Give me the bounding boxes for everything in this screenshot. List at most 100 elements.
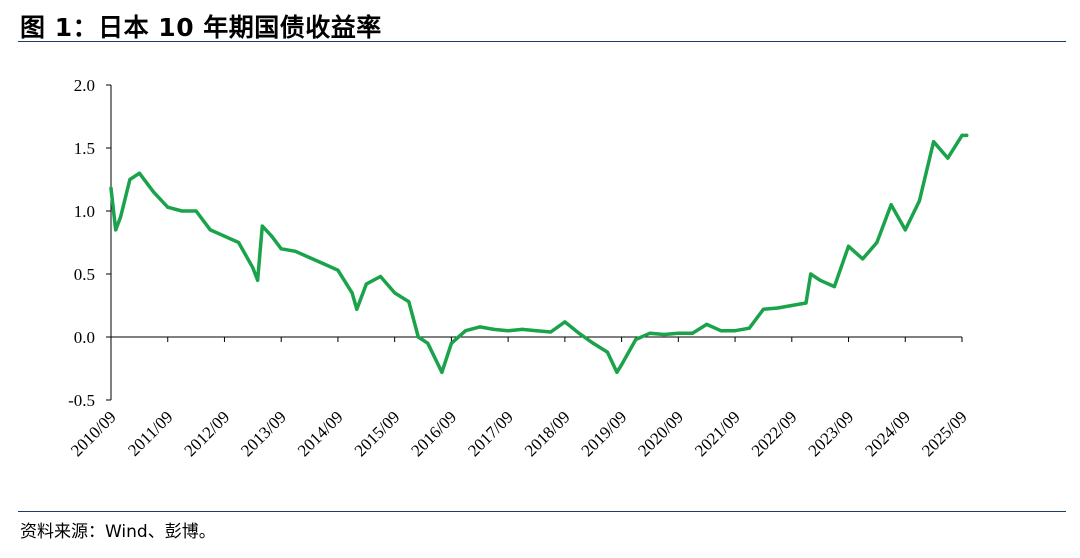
data-point — [776, 306, 780, 310]
x-tick-label: 2018/09 — [521, 407, 574, 460]
data-point — [946, 156, 950, 160]
data-point — [364, 282, 368, 286]
data-point — [114, 228, 118, 232]
title-divider — [18, 41, 1066, 42]
x-tick-label: 2014/09 — [294, 407, 347, 460]
data-point — [620, 363, 624, 367]
data-point — [577, 331, 581, 335]
data-point — [237, 240, 241, 245]
data-point — [705, 322, 709, 326]
x-tick-label: 2025/09 — [918, 407, 971, 460]
data-point — [260, 224, 264, 228]
data-point — [520, 327, 524, 331]
data-point — [506, 329, 510, 333]
x-tick-label: 2021/09 — [691, 407, 744, 460]
y-tick-label: 1.0 — [74, 202, 95, 221]
data-point — [534, 329, 539, 333]
data-point — [549, 330, 553, 334]
x-tick-label: 2023/09 — [805, 407, 858, 460]
data-point — [634, 337, 638, 342]
data-point — [690, 331, 695, 335]
data-point — [478, 325, 482, 329]
x-tick-label: 2011/09 — [124, 407, 176, 459]
data-point — [251, 266, 255, 270]
data-point — [804, 301, 808, 305]
data-point — [761, 307, 766, 311]
y-tick-label: 2.0 — [74, 76, 95, 95]
data-point — [180, 209, 184, 213]
x-tick-label: 2015/09 — [351, 407, 404, 460]
x-axis: 2010/09 2011/09 2012/09 2013/09 2014/09 2015/… — [67, 336, 971, 460]
data-point — [903, 228, 907, 232]
data-point — [407, 300, 411, 304]
data-point — [832, 285, 837, 289]
data-point — [676, 331, 680, 335]
data-point — [875, 240, 879, 245]
data-point — [790, 303, 794, 308]
source-note: 资料来源：Wind、彭博。 — [20, 522, 216, 542]
series-group — [109, 133, 969, 375]
chart-title: 图 1：日本 10 年期国债收益率 — [20, 13, 382, 42]
data-point — [322, 262, 326, 266]
data-point — [350, 291, 354, 295]
x-tick-label: 2013/09 — [237, 407, 290, 460]
data-point — [137, 171, 141, 175]
data-point — [279, 247, 283, 251]
data-point — [563, 320, 567, 324]
y-axis: -0.5 0.0 0.5 1.0 1.5 2.0 — [68, 76, 112, 410]
y-tick-label: 0.5 — [74, 265, 95, 284]
data-point — [118, 215, 123, 219]
data-point — [615, 370, 619, 374]
data-point — [208, 228, 212, 232]
x-tick-label: 2010/09 — [67, 407, 120, 460]
data-point — [846, 244, 851, 248]
data-point — [889, 203, 893, 207]
data-point — [464, 329, 468, 333]
y-tick-label: 1.5 — [74, 139, 95, 158]
data-point — [194, 209, 198, 213]
x-tick-label: 2024/09 — [861, 407, 914, 460]
line-chart: -0.5 0.0 0.5 1.0 1.5 2.0 2010/09 2011/09 2012/0… — [67, 76, 971, 460]
data-point — [308, 256, 312, 260]
data-point — [166, 205, 170, 209]
data-point — [222, 234, 227, 238]
x-tick-label: 2022/09 — [748, 407, 801, 460]
data-point — [426, 341, 430, 345]
series-line — [109, 133, 969, 375]
data-point — [662, 332, 666, 337]
data-point — [648, 331, 652, 335]
data-point — [605, 350, 610, 354]
x-tick-label: 2012/09 — [180, 407, 233, 460]
data-point — [747, 326, 751, 330]
data-point — [591, 341, 595, 345]
x-tick-label: 2020/09 — [634, 407, 687, 460]
data-point — [733, 329, 737, 333]
x-tick-label: 2016/09 — [407, 407, 460, 460]
data-point — [449, 341, 453, 345]
data-point — [393, 291, 397, 295]
data-point — [128, 177, 132, 182]
data-point — [965, 133, 969, 137]
y-tick-label: 0.0 — [74, 328, 95, 347]
data-point — [719, 329, 723, 333]
data-point — [293, 249, 297, 253]
data-point — [861, 257, 865, 261]
data-point — [416, 335, 420, 339]
footer-divider — [18, 511, 1066, 512]
data-point — [932, 140, 936, 144]
data-point — [336, 268, 340, 272]
data-point — [440, 370, 444, 374]
data-point — [809, 272, 813, 276]
data-point — [492, 327, 496, 331]
data-point — [256, 278, 260, 282]
x-tick-label: 2017/09 — [464, 407, 517, 460]
data-point — [109, 186, 113, 190]
x-tick-label: 2019/09 — [578, 407, 631, 460]
data-point — [378, 274, 383, 279]
data-point — [270, 234, 274, 238]
data-point — [152, 190, 156, 194]
data-point — [355, 307, 359, 311]
y-tick-label: -0.5 — [68, 391, 95, 410]
data-point — [818, 278, 822, 282]
data-point — [960, 133, 964, 137]
